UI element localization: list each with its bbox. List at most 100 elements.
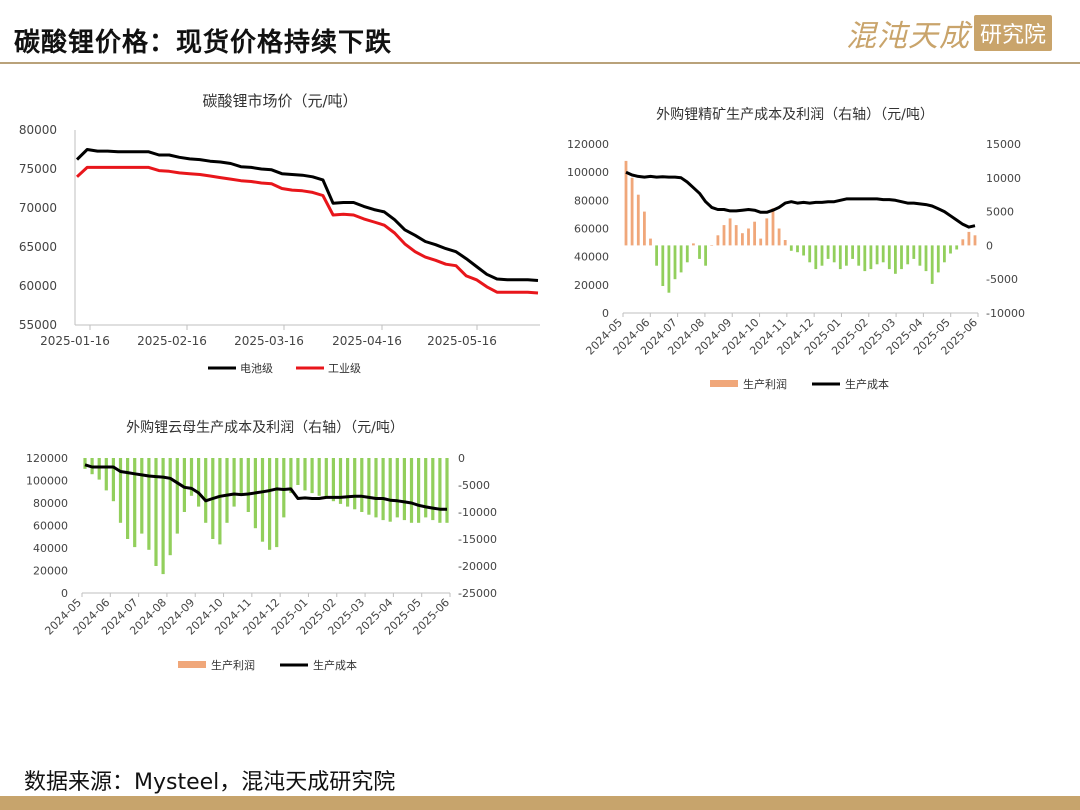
profit-bar bbox=[789, 245, 793, 251]
profit-bar bbox=[777, 228, 781, 246]
profit-bar bbox=[161, 458, 165, 575]
profit-bar bbox=[338, 458, 343, 504]
y-left-tick-label: 0 bbox=[602, 307, 609, 320]
profit-bar bbox=[189, 458, 194, 496]
y-left-tick-label: 100000 bbox=[26, 475, 68, 488]
profit-bar bbox=[973, 235, 977, 246]
y-right-tick-label: -25000 bbox=[458, 587, 497, 600]
profit-bar bbox=[126, 458, 130, 539]
profit-bar bbox=[417, 458, 421, 523]
y-left-tick-label: 20000 bbox=[574, 279, 609, 292]
profit-bar bbox=[722, 225, 726, 246]
profit-bar bbox=[225, 458, 229, 523]
brand-logo: 混沌天成 研究院 bbox=[846, 14, 1053, 54]
profit-bar bbox=[747, 228, 750, 246]
x-tick-label: 2025-04-16 bbox=[332, 334, 402, 348]
profit-bar bbox=[661, 245, 665, 286]
profit-bar bbox=[728, 218, 732, 246]
profit-bar bbox=[967, 231, 971, 246]
y-right-tick-label: -20000 bbox=[458, 560, 497, 573]
profit-bar bbox=[820, 245, 824, 266]
footer-band bbox=[0, 796, 1080, 810]
profit-bar bbox=[111, 458, 115, 502]
profit-bar bbox=[275, 458, 279, 548]
profit-bar bbox=[268, 458, 272, 550]
y-right-tick-label: -10000 bbox=[458, 506, 497, 519]
logo-script: 混沌天成 bbox=[846, 19, 970, 54]
x-tick-label: 2025-02-16 bbox=[137, 334, 207, 348]
legend-label: 工业级 bbox=[328, 362, 361, 375]
y-tick-label: 65000 bbox=[19, 240, 57, 254]
profit-bar bbox=[710, 245, 714, 246]
profit-bar bbox=[655, 245, 658, 266]
chart-title: 外购锂云母生产成本及利润（右轴）（元/吨） bbox=[126, 420, 404, 436]
profit-bar bbox=[832, 245, 836, 263]
profit-bar bbox=[814, 245, 818, 270]
legend-label: 生产利润 bbox=[743, 377, 787, 391]
x-tick-label: 2025-01-16 bbox=[40, 334, 110, 348]
profit-bar bbox=[808, 245, 812, 263]
x-tick-label: 2025-05-16 bbox=[427, 334, 497, 348]
y-right-tick-label: 0 bbox=[986, 239, 993, 252]
profit-bar bbox=[826, 245, 830, 259]
slide-title: 碳酸锂价格：现货价格持续下跌 bbox=[14, 28, 393, 58]
legend-label: 生产成本 bbox=[313, 658, 357, 672]
profit-bar bbox=[949, 245, 952, 254]
lithium-price-chart: 碳酸锂市场价（元/吨） 55000 60000 65000 70000 75000 8000… bbox=[19, 92, 540, 375]
profit-bar bbox=[906, 245, 910, 265]
profit-bar bbox=[140, 458, 144, 534]
profit-bar bbox=[83, 458, 87, 469]
profit-bar bbox=[445, 458, 449, 523]
profit-bar bbox=[367, 458, 371, 515]
profit-bar bbox=[324, 458, 328, 499]
profit-bar bbox=[734, 225, 738, 246]
profit-bar bbox=[741, 233, 744, 246]
profit-bar bbox=[310, 458, 314, 494]
y-right-tick-label: -10000 bbox=[986, 307, 1025, 320]
profit-bar bbox=[930, 245, 934, 284]
y-tick-label: 75000 bbox=[19, 162, 57, 176]
profit-bar bbox=[771, 208, 775, 246]
y-left-tick-label: 40000 bbox=[33, 542, 68, 555]
chart-title: 碳酸锂市场价（元/吨） bbox=[202, 92, 357, 110]
profit-bar bbox=[402, 458, 406, 521]
y-left-tick-label: 0 bbox=[61, 587, 68, 600]
profit-bar bbox=[260, 458, 265, 542]
y-left-tick-label: 120000 bbox=[26, 452, 68, 465]
profit-bar bbox=[961, 239, 965, 246]
profit-bar bbox=[282, 458, 286, 518]
legend-label: 生产成本 bbox=[845, 377, 889, 391]
profit-bar bbox=[649, 238, 652, 246]
profit-bar bbox=[424, 458, 428, 518]
profit-bar bbox=[381, 458, 385, 521]
profit-bar bbox=[395, 458, 399, 518]
profit-bar bbox=[679, 245, 683, 273]
profit-bar bbox=[753, 221, 756, 246]
profit-bar bbox=[630, 177, 634, 246]
y-tick-label: 60000 bbox=[19, 279, 57, 293]
y-tick-label: 70000 bbox=[19, 201, 57, 215]
y-left-tick-label: 60000 bbox=[33, 520, 68, 533]
profit-bar bbox=[104, 458, 108, 491]
profit-bar bbox=[716, 235, 720, 246]
legend-swatch bbox=[710, 380, 738, 387]
profit-bar bbox=[887, 245, 891, 270]
profit-bar bbox=[168, 458, 172, 556]
profit-bar bbox=[303, 458, 307, 491]
profit-bar bbox=[118, 458, 123, 523]
y-right-tick-label: -5000 bbox=[986, 273, 1018, 286]
series-line-battery-grade bbox=[75, 148, 539, 282]
series-line-cost bbox=[625, 170, 976, 229]
profit-bar bbox=[296, 458, 300, 485]
profit-bar bbox=[246, 458, 250, 512]
data-source-note: 数据来源：Mysteel，混沌天成研究院 bbox=[24, 770, 396, 795]
profit-bar bbox=[232, 458, 236, 507]
profit-bar bbox=[289, 458, 293, 494]
y-right-tick-label: -15000 bbox=[458, 533, 497, 546]
x-tick-label: 2025-03-16 bbox=[234, 334, 304, 348]
profit-bar bbox=[374, 458, 378, 518]
profit-bar bbox=[692, 243, 695, 246]
legend-label: 电池级 bbox=[240, 362, 273, 375]
y-left-tick-label: 60000 bbox=[574, 223, 609, 236]
profit-bar bbox=[147, 458, 151, 550]
